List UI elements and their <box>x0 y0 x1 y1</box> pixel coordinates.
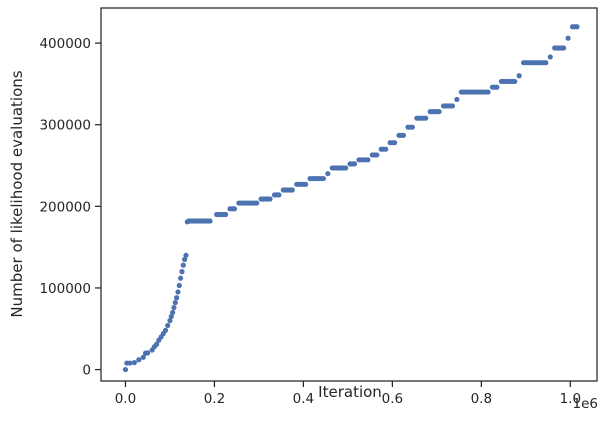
data-point <box>454 96 460 103</box>
data-point <box>391 140 398 146</box>
data-point <box>574 24 580 30</box>
data-point <box>131 360 137 366</box>
data-point <box>303 181 309 187</box>
data-point <box>512 78 518 85</box>
data-point <box>485 89 491 95</box>
x-tick-label: 0.2 <box>204 391 225 407</box>
data-point <box>449 103 456 109</box>
data-point <box>494 84 500 90</box>
data-point <box>516 73 522 79</box>
data-point <box>178 275 184 281</box>
data-point <box>276 192 282 198</box>
data-point <box>374 152 380 158</box>
data-point <box>180 262 186 268</box>
data-point <box>409 124 415 130</box>
y-tick-label: 100000 <box>39 281 91 297</box>
y-tick-label: 0 <box>82 363 91 379</box>
data-point <box>343 165 349 171</box>
data-point <box>222 211 229 218</box>
y-tick-label: 200000 <box>39 199 91 215</box>
data-point <box>165 322 171 329</box>
x-tick-label: 0.4 <box>293 391 314 407</box>
y-tick-label: 400000 <box>39 36 91 52</box>
data-point <box>182 256 188 262</box>
x-offset-label: 1e6 <box>573 396 598 412</box>
data-point <box>289 187 295 193</box>
data-point <box>168 313 174 320</box>
data-point <box>400 132 407 138</box>
data-point <box>170 309 176 316</box>
data-point <box>325 171 331 177</box>
data-point <box>179 269 185 275</box>
data-point <box>207 218 213 224</box>
data-point <box>436 109 442 115</box>
x-axis: 0.0 0.2 0.4 0.6 0.8 1.0 <box>115 381 581 407</box>
y-tick-label: 300000 <box>39 118 91 134</box>
data-point <box>267 196 273 202</box>
data-point <box>231 206 238 212</box>
y-axis-label: Number of likelihood evaluations <box>8 70 26 317</box>
data-point <box>547 54 553 60</box>
data-point <box>171 304 177 311</box>
x-tick-label: 0.8 <box>471 391 492 407</box>
data-point <box>351 161 358 167</box>
data-point <box>122 366 129 373</box>
data-point <box>176 282 182 289</box>
x-axis-label: Iteration <box>318 383 382 401</box>
plot-frame <box>100 7 598 382</box>
data-point <box>320 175 327 182</box>
data-point <box>140 354 146 360</box>
data-point <box>383 146 389 152</box>
data-point <box>365 157 371 163</box>
data-point <box>172 300 178 306</box>
x-tick-label: 0.0 <box>115 391 136 407</box>
data-point <box>145 350 151 356</box>
x-tick-label: 1.0 <box>560 391 581 407</box>
data-point <box>162 327 169 333</box>
data-point <box>167 318 173 324</box>
data-point <box>183 252 189 258</box>
data-point <box>175 289 181 295</box>
data-point <box>136 357 142 363</box>
data-point <box>565 35 571 41</box>
x-tick-label: 0.6 <box>382 391 403 407</box>
plot-area <box>100 7 598 382</box>
data-point <box>423 115 429 121</box>
y-axis: 0 100000 200000 300000 400000 <box>39 36 101 379</box>
data-point <box>254 200 260 206</box>
data-point <box>543 60 549 66</box>
data-point <box>174 295 180 301</box>
data-point <box>561 45 567 51</box>
data-point <box>127 360 133 366</box>
data-point <box>154 341 160 347</box>
